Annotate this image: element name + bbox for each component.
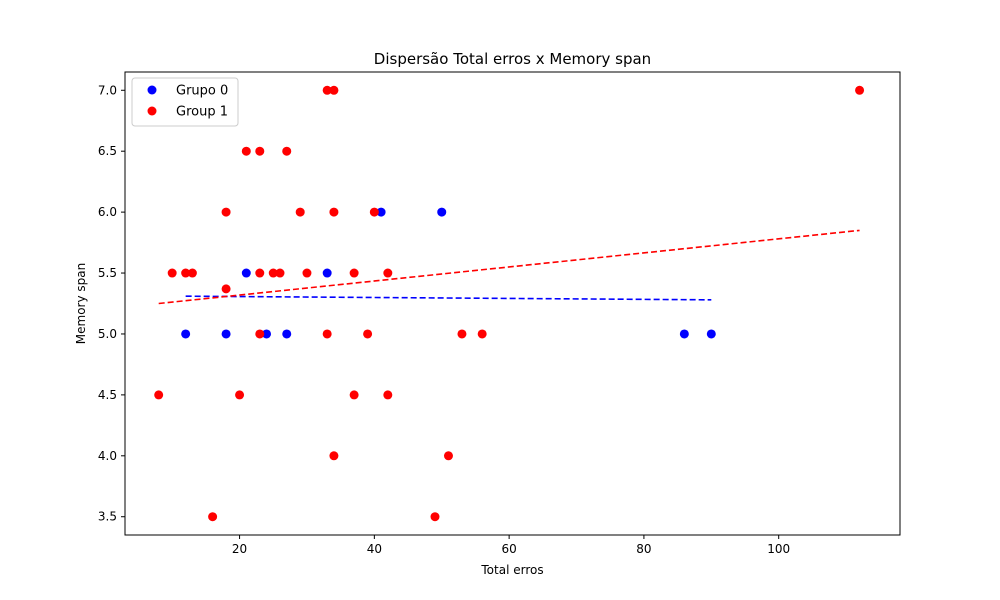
series-1-point-8	[241, 146, 251, 156]
series-0-point-7	[437, 207, 447, 217]
series-1-point-5	[221, 207, 231, 217]
legend-label-0: Grupo 0	[176, 84, 228, 99]
legend-marker-1	[147, 106, 157, 116]
x-axis-label: Total erros	[480, 563, 543, 577]
series-1-point-27	[383, 390, 393, 400]
series-1-point-28	[430, 512, 440, 522]
legend-label-1: Group 1	[176, 105, 228, 120]
series-1-point-17	[322, 85, 332, 95]
y-axis: 3.5 4.0 4.5 5.0 5.5 6.0 6.5 7.0	[98, 83, 125, 524]
x-axis: 20 40 60 80 100	[232, 535, 790, 556]
x-tick-label: 20	[232, 542, 247, 556]
legend-marker-0	[147, 85, 157, 95]
series-1-point-7	[235, 390, 245, 400]
series-1-point-2	[181, 268, 191, 278]
series-1-point-3	[187, 268, 197, 278]
y-tick-label: 5.0	[98, 327, 117, 341]
y-tick-label: 4.5	[98, 388, 117, 402]
series-0-trend-line	[185, 295, 712, 301]
series-1-point-29	[443, 451, 453, 461]
series-0-point-6	[376, 207, 386, 217]
series-1-point-13	[275, 268, 285, 278]
series-1-point-11	[255, 329, 265, 339]
series-1-point-15	[295, 207, 305, 217]
series-1-trend-line	[158, 229, 860, 305]
series-1-point-18	[322, 329, 332, 339]
y-tick-label: 3.5	[98, 510, 117, 524]
legend-box	[131, 77, 239, 127]
series-1-point-22	[349, 268, 359, 278]
series-0-point-4	[282, 329, 292, 339]
series-1-point-23	[349, 390, 359, 400]
series-1-point-20	[329, 207, 339, 217]
legend: Grupo 0 Group 1	[131, 77, 239, 127]
series-1-point-0	[154, 390, 164, 400]
series-0-point-9	[706, 329, 716, 339]
series-1-point-31	[477, 329, 487, 339]
series-1-point-32	[855, 85, 865, 95]
chart-title: Dispersão Total erros x Memory span	[374, 50, 651, 68]
plot-frame	[124, 71, 901, 536]
series-1-point-9	[255, 146, 265, 156]
series-1-point-24	[363, 329, 373, 339]
y-tick-label: 5.5	[98, 266, 117, 280]
x-tick-label: 80	[636, 542, 651, 556]
series-0-point-3	[262, 329, 272, 339]
series-1-point-16	[302, 268, 312, 278]
y-axis-label: Memory span	[74, 263, 88, 344]
series-1-point-6	[221, 284, 231, 294]
series-0-point-5	[322, 268, 332, 278]
series-1-point-12	[268, 268, 278, 278]
series-1-point-25	[369, 207, 379, 217]
series-0-point-8	[679, 329, 689, 339]
y-tick-label: 6.0	[98, 205, 117, 219]
series-0-point-0	[181, 329, 191, 339]
series-1-point-14	[282, 146, 292, 156]
y-tick-label: 4.0	[98, 449, 117, 463]
x-tick-label: 40	[367, 542, 382, 556]
series-1-point-4	[208, 512, 218, 522]
x-tick-label: 100	[767, 542, 790, 556]
x-tick-label: 60	[501, 542, 516, 556]
series-1-point-30	[457, 329, 467, 339]
series-1-point-21	[329, 451, 339, 461]
y-tick-label: 6.5	[98, 144, 117, 158]
series-0-point-2	[241, 268, 251, 278]
y-tick-label: 7.0	[98, 83, 117, 97]
series-1-point-1	[167, 268, 177, 278]
series-1-point-10	[255, 268, 265, 278]
plot-area	[154, 85, 865, 522]
series-1-point-19	[329, 85, 339, 95]
series-0-point-1	[221, 329, 231, 339]
series-1-point-26	[383, 268, 393, 278]
